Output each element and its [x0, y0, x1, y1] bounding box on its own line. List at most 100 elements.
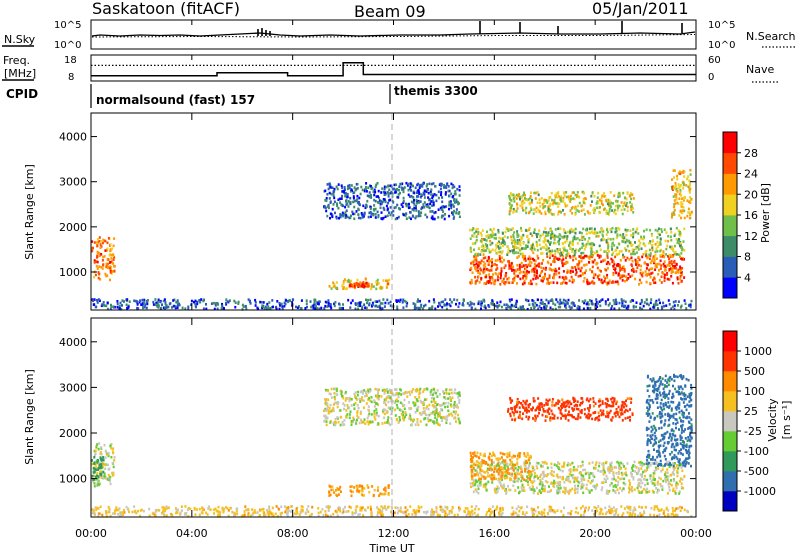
heatmap-cell — [607, 298, 610, 301]
heatmap-cell — [484, 256, 487, 259]
heatmap-cell — [376, 396, 379, 400]
heatmap-cell — [466, 507, 469, 510]
heatmap-cell — [386, 214, 389, 218]
heatmap-cell — [389, 423, 392, 427]
heatmap-cell — [634, 241, 636, 244]
heatmap-cell — [367, 405, 370, 408]
heatmap-cell — [141, 302, 144, 305]
heatmap-cell — [415, 398, 418, 401]
heatmap-cell — [517, 255, 520, 258]
heatmap-cell — [480, 473, 483, 476]
heatmap-cell — [370, 193, 372, 197]
heatmap-cell — [576, 242, 579, 245]
heatmap-cell — [435, 193, 438, 197]
heatmap-cell — [93, 470, 96, 474]
heatmap-cell — [161, 510, 164, 513]
heatmap-cell — [413, 206, 416, 210]
heatmap-cell — [544, 227, 547, 230]
heatmap-cell — [121, 299, 124, 302]
heatmap-cell — [110, 303, 112, 307]
heatmap-cell — [101, 259, 104, 262]
heatmap-cell — [336, 416, 339, 419]
heatmap-cell — [656, 250, 659, 253]
heatmap-cell — [681, 273, 683, 277]
heatmap-cell — [538, 305, 541, 308]
heatmap-cell — [617, 513, 620, 517]
heatmap-cell — [93, 511, 96, 515]
heatmap-cell — [659, 237, 662, 240]
heatmap-cell — [653, 482, 656, 485]
heatmap-cell — [547, 261, 550, 265]
heatmap-cell — [111, 474, 114, 477]
heatmap-cell — [588, 261, 590, 264]
heatmap-cell — [535, 206, 538, 210]
heatmap-cell — [668, 303, 671, 306]
heatmap-cell — [126, 306, 129, 310]
heatmap-cell — [560, 510, 563, 513]
heatmap-cell — [640, 247, 643, 250]
heatmap-cell — [653, 483, 656, 487]
heatmap-cell — [663, 514, 666, 518]
heatmap-cell — [486, 259, 489, 263]
heatmap-cell — [643, 229, 645, 233]
heatmap-cell — [616, 204, 619, 208]
heatmap-cell — [417, 505, 420, 508]
heatmap-cell — [328, 485, 331, 488]
heatmap-cell — [581, 300, 584, 303]
heatmap-cell — [105, 515, 108, 518]
heatmap-cell — [430, 396, 433, 400]
heatmap-cell — [380, 514, 383, 517]
heatmap-cell — [501, 511, 504, 515]
heatmap-cell — [535, 461, 538, 465]
heatmap-cell — [502, 508, 504, 511]
heatmap-cell — [498, 257, 501, 261]
heatmap-cell — [609, 238, 612, 241]
heatmap-cell — [402, 404, 404, 408]
heatmap-cell — [676, 474, 679, 478]
heatmap-cell — [401, 182, 404, 186]
heatmap-cell — [551, 232, 554, 235]
heatmap-cell — [596, 200, 599, 203]
heatmap-cell — [540, 212, 543, 215]
heatmap-cell — [591, 255, 594, 259]
heatmap-cell — [344, 192, 347, 195]
heatmap-cell — [556, 195, 559, 199]
heatmap-cell — [648, 268, 651, 272]
heatmap-cell — [434, 400, 437, 404]
heatmap-cell — [381, 302, 384, 305]
heatmap-cell — [593, 227, 596, 231]
heatmap-cell — [433, 300, 436, 304]
heatmap-cell — [612, 281, 615, 284]
heatmap-cell — [475, 505, 478, 508]
heatmap-cell — [254, 301, 257, 304]
heatmap-cell — [369, 390, 372, 393]
heatmap-cell — [112, 262, 115, 265]
heatmap-cell — [530, 198, 533, 202]
heatmap-cell — [628, 194, 631, 198]
heatmap-cell — [299, 510, 302, 514]
heatmap-cell — [523, 197, 526, 200]
heatmap-cell — [365, 281, 368, 285]
heatmap-cell — [624, 279, 626, 283]
heatmap-cell — [487, 236, 490, 239]
heatmap-cell — [449, 304, 452, 308]
heatmap-cell — [677, 300, 680, 303]
heatmap-cell — [676, 304, 679, 307]
heatmap-cell — [607, 246, 610, 249]
heatmap-cell — [578, 261, 581, 265]
heatmap-cell — [418, 186, 421, 190]
heatmap-cell — [387, 406, 390, 410]
heatmap-cell — [480, 307, 482, 310]
heatmap-cell — [582, 235, 585, 239]
heatmap-cell — [542, 259, 545, 262]
heatmap-cell — [600, 299, 603, 302]
heatmap-cell — [492, 227, 495, 231]
heatmap-cell — [656, 303, 659, 306]
heatmap-cell — [337, 401, 340, 405]
heatmap-cell — [690, 197, 693, 201]
heatmap-cell — [327, 299, 330, 302]
heatmap-cell — [527, 483, 530, 486]
heatmap-cell — [656, 265, 658, 269]
heatmap-cell — [593, 229, 596, 232]
heatmap-cell — [574, 249, 577, 253]
